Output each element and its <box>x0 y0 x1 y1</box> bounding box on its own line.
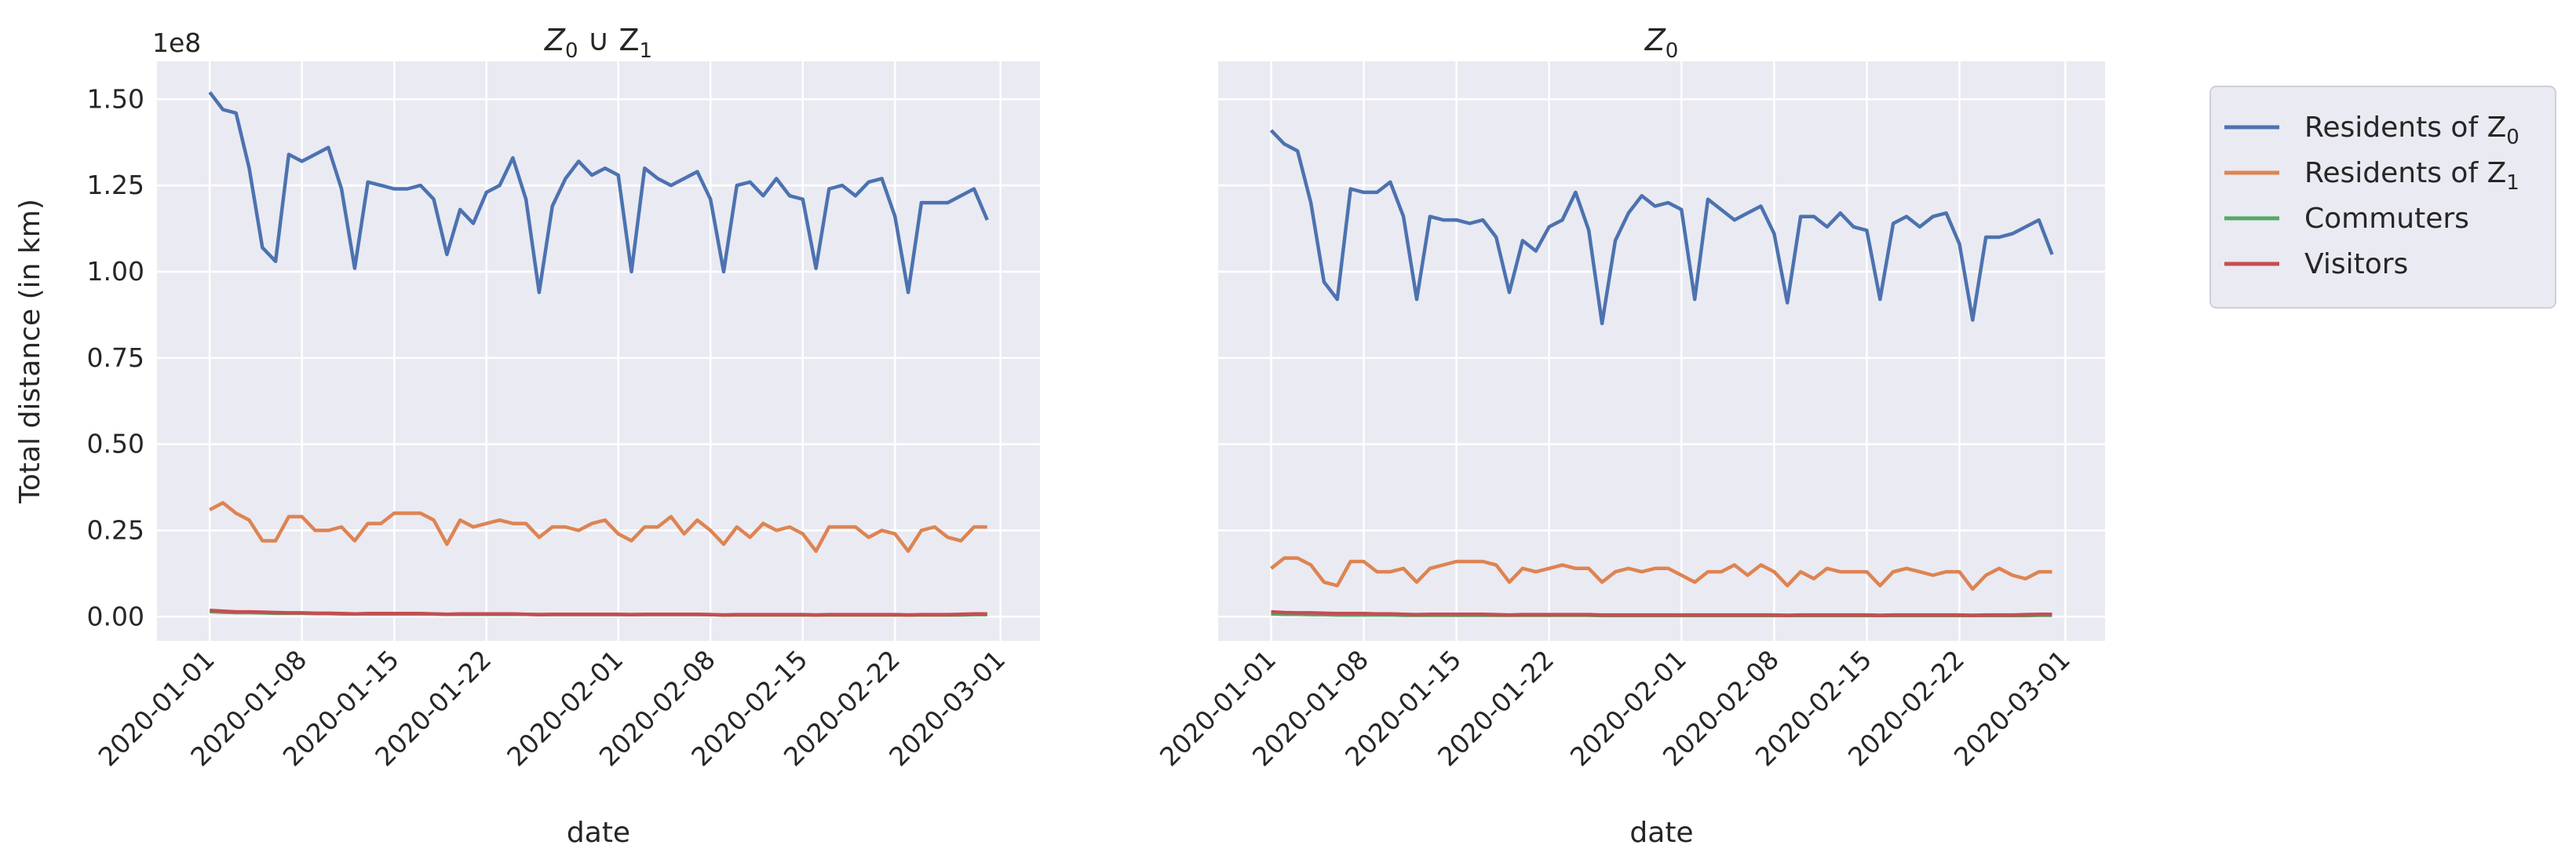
title-subscript: 0 <box>1666 39 1679 63</box>
y-tick-label: 0.75 <box>87 342 144 373</box>
y-tick-label: 1.50 <box>87 83 144 114</box>
title-text: ∪ Z <box>578 23 640 57</box>
plot-area <box>157 61 1040 641</box>
y-tick-label: 0.25 <box>87 514 144 545</box>
legend-label-text: Residents of Z <box>2304 112 2506 144</box>
legend-label: Residents of Z1 <box>2304 157 2519 195</box>
series-line-visitors <box>210 609 987 617</box>
series-line-residents-of-z0 <box>1269 129 2054 326</box>
title-text: Z <box>1644 23 1666 57</box>
y-multiplier: 1e8 <box>152 27 201 58</box>
x-axis-label: date <box>567 817 630 849</box>
legend-label-text: Visitors <box>2304 248 2408 280</box>
chart-title: Z0 ∪ Z1 <box>544 23 652 63</box>
series-line-residents-of-z1 <box>1270 556 2052 591</box>
legend-box <box>2209 86 2556 309</box>
legend-label-text: Residents of Z <box>2304 157 2506 189</box>
title-subscript: 0 <box>565 39 578 63</box>
series-line-residents-of-z1 <box>209 501 987 554</box>
title-subscript: 1 <box>640 39 653 63</box>
legend-label: Commuters <box>2304 203 2469 235</box>
legend-label: Visitors <box>2304 248 2408 280</box>
legend-label-subscript: 0 <box>2506 126 2519 149</box>
x-axis-label: date <box>1629 817 1693 849</box>
legend-label-text: Commuters <box>2304 203 2469 235</box>
y-tick-label: 1.25 <box>87 170 144 200</box>
right-chart-panel: 2020-01-012020-01-082020-01-152020-01-22… <box>1154 23 2105 849</box>
chart-title: Z0 <box>1644 23 1679 63</box>
y-axis-label: Total distance (in km) <box>14 199 46 504</box>
left-chart-panel: 2020-01-012020-01-082020-01-152020-01-22… <box>14 23 1040 849</box>
y-tick-label: 1.00 <box>87 256 144 287</box>
title-text: Z <box>544 23 566 57</box>
y-tick-label: 0.00 <box>87 601 144 631</box>
series-line-visitors <box>1271 609 2052 617</box>
legend-label: Residents of Z0 <box>2304 112 2519 149</box>
series-line-residents-of-z0 <box>208 91 989 294</box>
legend-label-subscript: 1 <box>2506 171 2519 195</box>
plot-area <box>1218 61 2105 641</box>
y-tick-label: 0.50 <box>87 429 144 459</box>
